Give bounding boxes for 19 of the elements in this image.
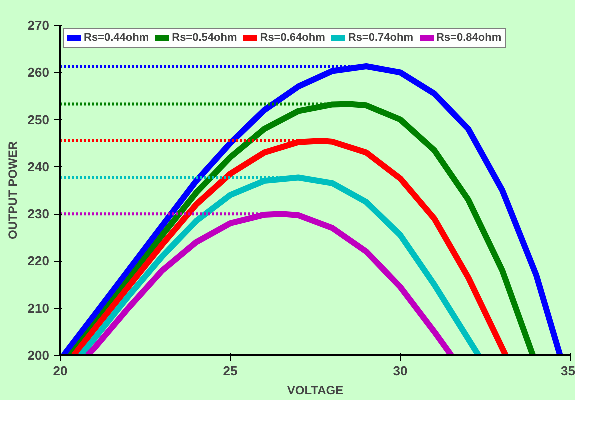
legend-label: Rs=0.54ohm [172,32,238,44]
x-tick-label: 35 [561,364,576,378]
legend-label: Rs=0.84ohm [436,32,502,44]
y-tick-label: 250 [28,112,50,128]
x-tick-label: 30 [393,364,408,378]
x-axis-title: VOLTAGE [287,384,344,398]
y-tick-label: 270 [28,18,50,33]
y-tick-label: 240 [28,159,50,174]
x-tick-label: 20 [53,364,68,378]
legend-label: Rs=0.44ohm [84,32,150,44]
y-tick-label: 200 [28,348,50,363]
y-tick-label: 220 [28,254,50,269]
y-axis-title: OUTPUT POWER [6,141,20,240]
x-tick-label: 25 [223,364,238,378]
legend-label: Rs=0.64ohm [260,32,326,44]
legend-label: Rs=0.74ohm [348,32,414,44]
y-tick-label: 260 [28,65,50,80]
y-tick-label: 210 [28,300,50,316]
y-tick-label: 230 [28,206,50,222]
